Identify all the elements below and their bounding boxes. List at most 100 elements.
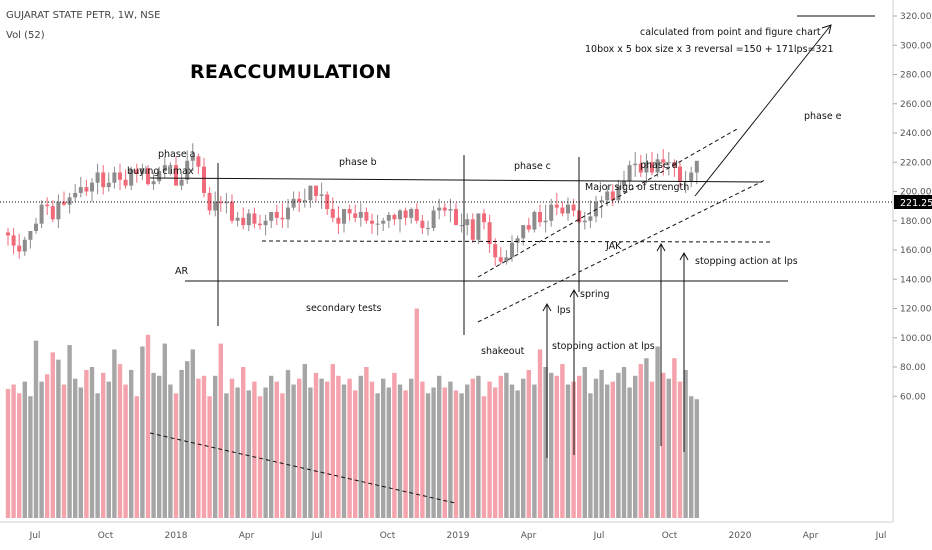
volume-bar bbox=[487, 381, 492, 518]
price-tick-label: 220.00 bbox=[900, 158, 932, 168]
volume-bar bbox=[285, 369, 291, 518]
candle-body bbox=[521, 225, 526, 239]
volume-bar bbox=[213, 375, 218, 518]
volume-bar bbox=[543, 367, 548, 518]
price-tick-label: 320.00 bbox=[900, 12, 932, 22]
candle-body bbox=[314, 185, 318, 196]
volume-bar bbox=[369, 381, 375, 518]
price-tick-label: 160.00 bbox=[900, 246, 932, 256]
volume-bar bbox=[347, 378, 352, 518]
candle-body bbox=[599, 200, 604, 202]
candle-body bbox=[168, 165, 173, 167]
volume-bar bbox=[78, 387, 83, 518]
volume-bar bbox=[313, 372, 319, 518]
volume-bar bbox=[375, 393, 380, 518]
volume-bar bbox=[381, 378, 386, 518]
candle-body bbox=[17, 245, 22, 252]
volume-bar bbox=[201, 375, 207, 518]
candle-body bbox=[207, 192, 212, 211]
target-arrow-line bbox=[694, 24, 832, 197]
volume-bar bbox=[319, 378, 324, 518]
volume-bar bbox=[33, 340, 39, 518]
price-tick-label: 180.00 bbox=[900, 217, 932, 227]
candle-body bbox=[582, 220, 587, 223]
candle-body bbox=[95, 172, 100, 183]
candle-body bbox=[381, 220, 386, 224]
candle-body bbox=[470, 219, 475, 240]
price-tick-label: 80.00 bbox=[900, 363, 926, 373]
volume-bar bbox=[291, 384, 296, 518]
volume-bar bbox=[582, 367, 587, 518]
candle-body bbox=[286, 207, 290, 220]
vol-arrow-2-head bbox=[569, 288, 579, 298]
candle-body bbox=[543, 220, 548, 223]
volume-bar bbox=[689, 396, 694, 518]
volume-bar bbox=[229, 378, 235, 518]
volume-bar bbox=[11, 384, 16, 518]
time-axis: Jul Oct 2018 Apr Jul Oct 2019 Apr Jul Oct 2020 Apr J… bbox=[0, 521, 893, 541]
time-tick-label: Jul bbox=[593, 531, 605, 541]
volume-bar bbox=[627, 387, 632, 518]
phase-d-label: phase d bbox=[640, 160, 678, 171]
time-tick-label: Oct bbox=[98, 531, 114, 541]
volume-bar bbox=[45, 374, 50, 518]
candle-body bbox=[123, 179, 128, 186]
candle-body bbox=[655, 159, 660, 173]
volume-bar bbox=[336, 375, 341, 518]
candle-body bbox=[106, 182, 111, 188]
candle-body bbox=[549, 204, 554, 221]
volume-bar bbox=[241, 367, 246, 518]
volume-bar bbox=[616, 372, 621, 518]
volume-bar bbox=[565, 384, 571, 518]
candle-body bbox=[622, 181, 626, 186]
volume-bar bbox=[498, 375, 503, 518]
candle-body bbox=[11, 235, 16, 246]
volume-bar bbox=[588, 393, 593, 518]
candle-body bbox=[678, 166, 682, 182]
drawings bbox=[0, 15, 893, 504]
volume-trend-line bbox=[149, 432, 456, 504]
volume-bar bbox=[504, 372, 509, 518]
candle-body bbox=[101, 172, 106, 188]
candle-body bbox=[258, 223, 262, 226]
stopping-action-label-1: stopping action at lps bbox=[552, 341, 655, 352]
volume-bar bbox=[515, 390, 520, 518]
volume-bar bbox=[677, 381, 683, 518]
volume-bar bbox=[325, 381, 330, 518]
svg-text:221.25: 221.25 bbox=[900, 198, 932, 209]
time-tick-label: Jul bbox=[311, 531, 323, 541]
candle-body bbox=[190, 156, 195, 161]
candle-body bbox=[196, 156, 201, 167]
volume-bar bbox=[28, 396, 33, 518]
candle-body bbox=[398, 210, 402, 220]
volume-bar bbox=[453, 390, 459, 518]
candle-body bbox=[202, 166, 206, 193]
volume-bar bbox=[39, 381, 44, 518]
volume-bar bbox=[140, 346, 145, 518]
volume-bar bbox=[403, 390, 408, 518]
time-tick-label: Oct bbox=[662, 531, 678, 541]
candle-body bbox=[532, 211, 537, 230]
target-arrow-head bbox=[821, 24, 832, 35]
candle-body bbox=[84, 187, 89, 192]
volume-bar bbox=[470, 378, 475, 518]
volume-bar bbox=[185, 361, 190, 518]
volume-bar bbox=[621, 367, 627, 518]
volume-bar bbox=[364, 367, 369, 518]
candle-body bbox=[230, 201, 234, 221]
candle-body bbox=[370, 220, 374, 224]
channel-lower-line bbox=[477, 179, 766, 323]
volume-bar bbox=[246, 390, 251, 518]
volume-bar bbox=[112, 349, 117, 518]
volume-bar bbox=[610, 381, 615, 518]
volume-bar bbox=[50, 352, 55, 518]
candle-body bbox=[90, 182, 94, 192]
candle-body bbox=[431, 210, 436, 229]
pf-note-line2: 10box x 5 box size x 3 reversal =150 + 1… bbox=[585, 44, 834, 55]
candle-body bbox=[437, 207, 442, 211]
candle-body bbox=[347, 209, 352, 214]
volume-bar bbox=[509, 384, 515, 518]
candle-body bbox=[174, 165, 178, 186]
volume-bar bbox=[22, 381, 27, 518]
